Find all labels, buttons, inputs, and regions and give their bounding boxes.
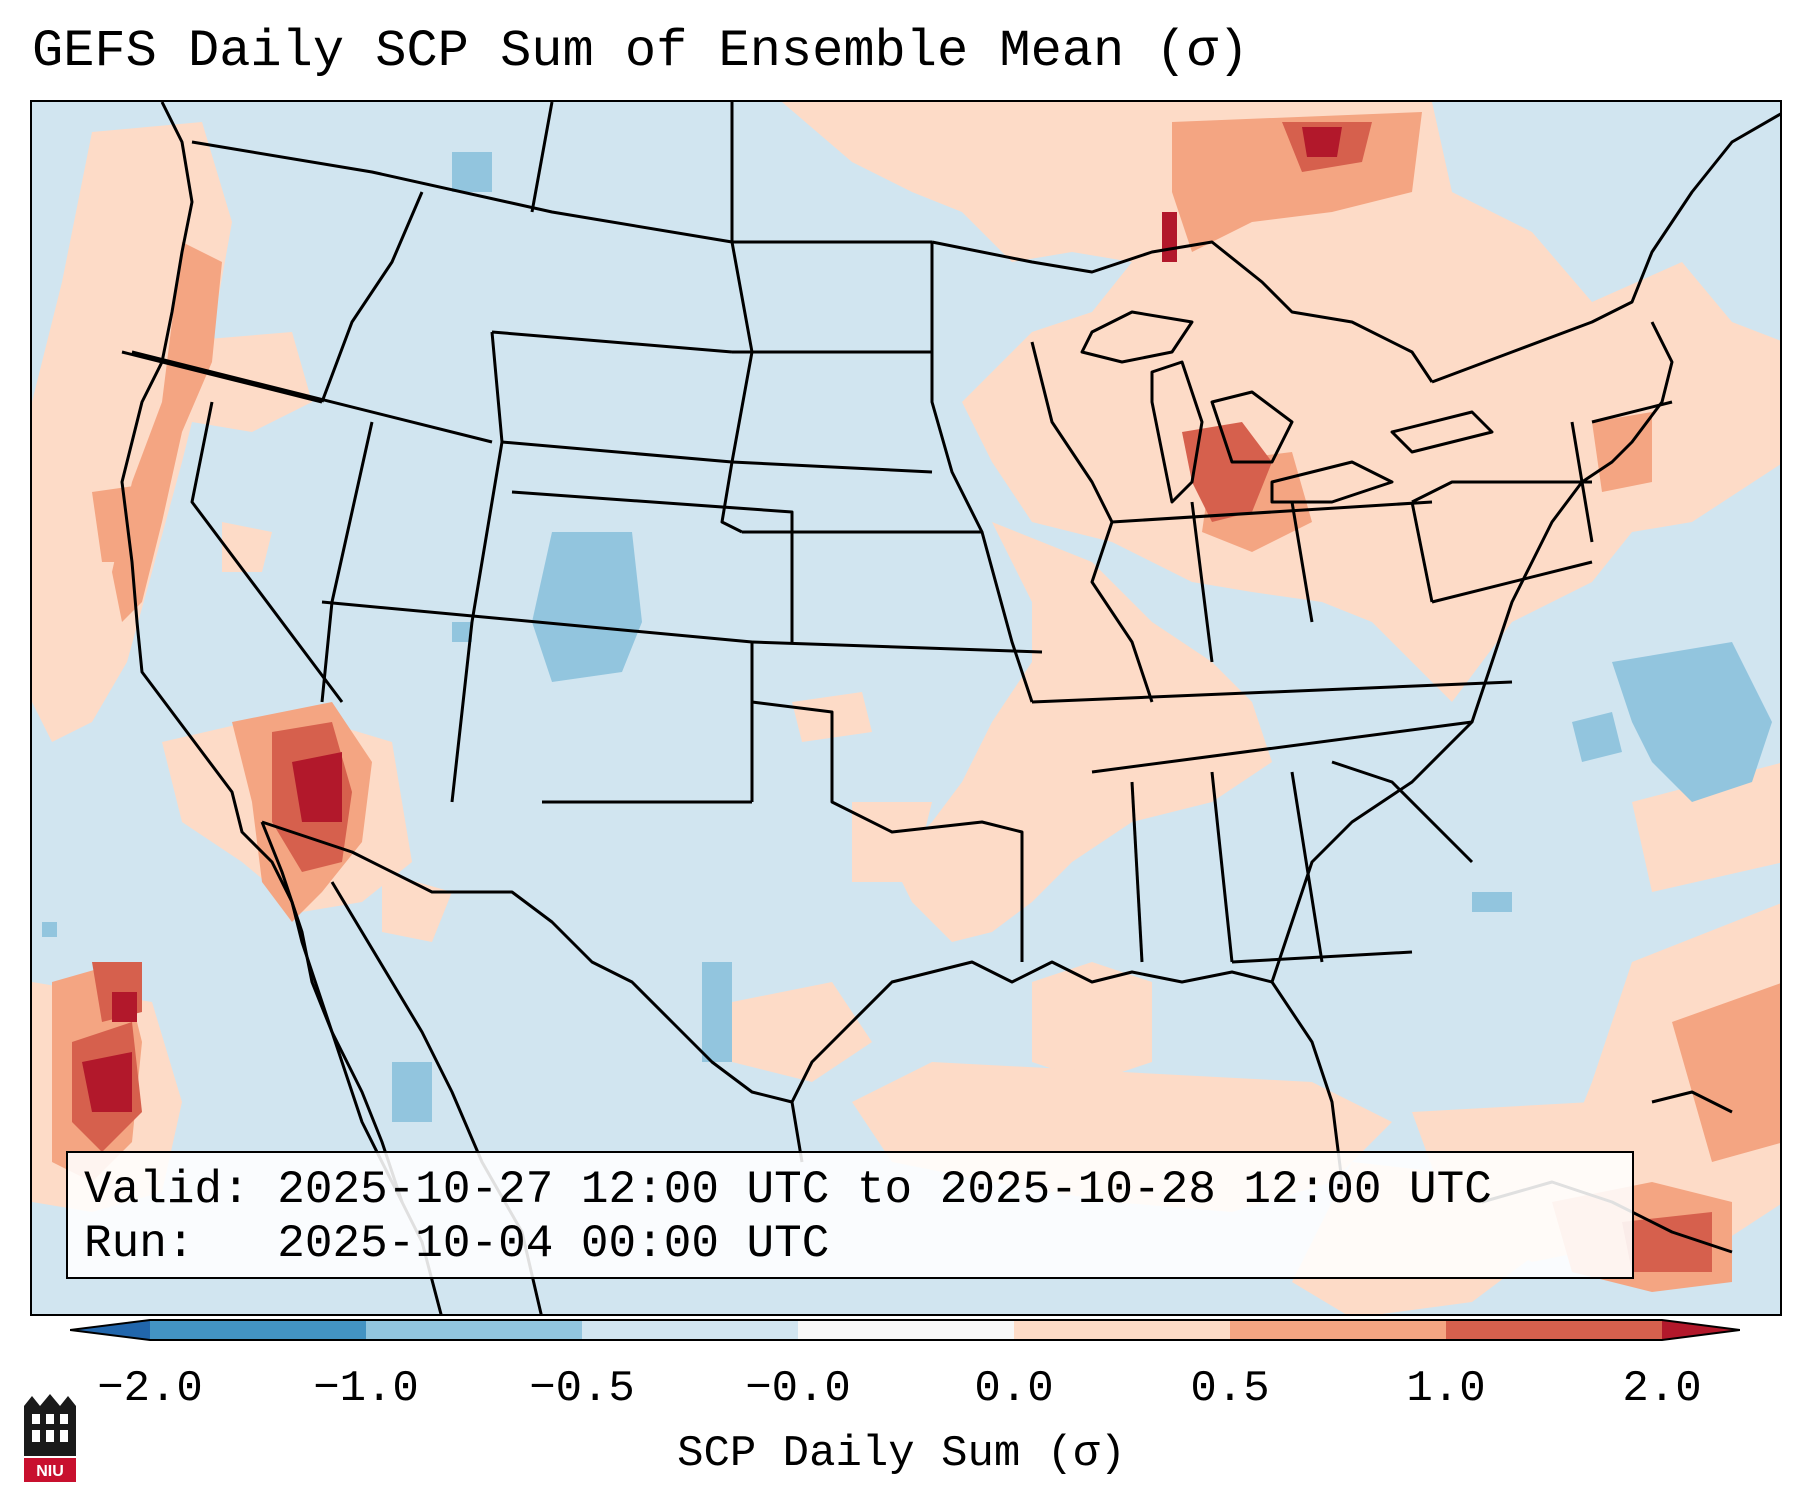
colorbar-outline (70, 1319, 1740, 1341)
scp-field-negative (42, 152, 1772, 1122)
colorbar-tick-label: −0.5 (529, 1364, 635, 1414)
colorbar-tick-label: 2.0 (1622, 1364, 1702, 1414)
colorbar-segment (366, 1320, 582, 1340)
colorbar-label: SCP Daily Sum (σ) (677, 1429, 1126, 1479)
coastline-and-borders (120, 102, 1780, 1314)
valid-label: Valid: (84, 1164, 250, 1216)
validity-info-box: Valid: 2025-10-27 12:00 UTC to 2025-10-2… (66, 1151, 1634, 1279)
run-label: Run: (84, 1218, 195, 1270)
colorbar-segment (1230, 1320, 1446, 1340)
colorbar-segment (798, 1320, 1014, 1340)
map-panel (30, 100, 1782, 1316)
scp-field-over-positive (82, 127, 1342, 1112)
colorbar (70, 1319, 1740, 1341)
valid-value: 2025-10-27 12:00 UTC to 2025-10-28 12:00… (277, 1164, 1492, 1216)
colorbar-segment (150, 1320, 366, 1340)
colorbar-tick-label: −2.0 (97, 1364, 203, 1414)
colorbar-segment (582, 1320, 798, 1340)
colorbar-tick-label: 0.0 (974, 1364, 1054, 1414)
map-canvas (32, 102, 1780, 1314)
colorbar-tick-label: 0.5 (1190, 1364, 1270, 1414)
niu-logo-icon: NIU (24, 1394, 76, 1482)
colorbar-tick-label: −1.0 (313, 1364, 419, 1414)
colorbar-under-arrow (70, 1320, 150, 1340)
colorbar-segment (1446, 1320, 1662, 1340)
colorbar-tick-label: −0.0 (745, 1364, 851, 1414)
run-value: 2025-10-04 00:00 UTC (277, 1218, 830, 1270)
valid-row: Valid: 2025-10-27 12:00 UTC to 2025-10-2… (84, 1163, 1616, 1217)
colorbar-segment (1014, 1320, 1230, 1340)
scp-field-low-positive (32, 102, 1780, 1314)
run-row: Run: 2025-10-04 00:00 UTC (84, 1217, 1616, 1271)
colorbar-tick-label: 1.0 (1406, 1364, 1486, 1414)
map-title: GEFS Daily SCP Sum of Ensemble Mean (σ) (32, 22, 1249, 81)
niu-logo-text: NIU (36, 1463, 64, 1480)
colorbar-over-arrow (1662, 1320, 1740, 1340)
